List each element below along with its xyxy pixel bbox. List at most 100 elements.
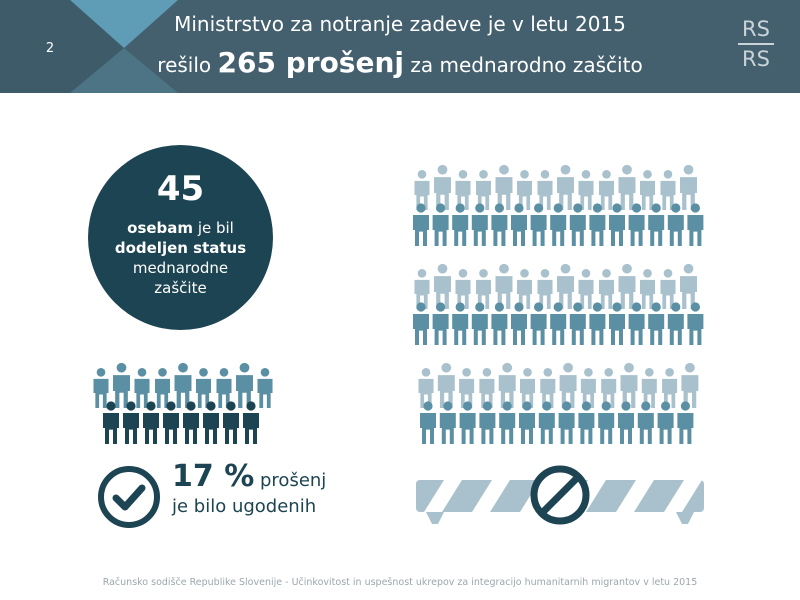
person-icon [589, 302, 606, 345]
person-icon [628, 302, 645, 345]
person-icon [681, 362, 699, 408]
person-icon [516, 268, 533, 309]
logo-bottom: RS [742, 47, 770, 71]
person-icon [559, 362, 577, 408]
person-icon [667, 302, 684, 345]
status-granted-text: osebam je bil dodeljen status mednarodne… [88, 218, 273, 298]
person-icon [414, 268, 430, 309]
prohibited-icon [530, 465, 590, 525]
person-icon [639, 268, 656, 309]
person-icon [163, 401, 179, 444]
person-icon [243, 401, 259, 444]
header-decoration [0, 0, 178, 93]
person-icon [609, 203, 625, 246]
person-icon [628, 203, 645, 246]
person-icon [657, 401, 674, 444]
person-icon [530, 302, 547, 345]
person-icon [620, 362, 638, 408]
approved-label: prošenj [260, 470, 327, 491]
person-icon [601, 367, 617, 408]
person-icon [609, 302, 625, 345]
person-icon [455, 268, 471, 309]
person-icon [569, 203, 586, 246]
approved-line2: je bilo ugodenih [172, 496, 317, 517]
person-icon [414, 169, 430, 210]
person-icon [93, 367, 109, 408]
title-suffix: za mednarodno zaščito [410, 53, 643, 77]
person-icon [511, 302, 527, 345]
person-icon [471, 203, 488, 246]
person-icon [257, 367, 273, 408]
person-icon [540, 367, 556, 408]
person-icon [113, 362, 130, 408]
person-icon [183, 401, 199, 444]
header-bar: 2 Ministrstvo za notranje zadeve je v le… [0, 0, 800, 93]
person-icon [637, 401, 654, 444]
person-icon [648, 203, 665, 246]
person-icon [537, 268, 553, 309]
person-icon [550, 203, 567, 246]
logo-divider [738, 43, 774, 45]
person-icon [236, 362, 253, 408]
person-icon [578, 169, 594, 210]
person-icon [578, 401, 595, 444]
person-icon [519, 367, 536, 408]
person-icon [639, 169, 656, 210]
person-icon [491, 302, 508, 345]
person-icon [618, 263, 636, 309]
slide-title-line2: rešilo 265 prošenj za mednarodno zaščito [140, 46, 660, 79]
person-icon [530, 203, 547, 246]
logo-top: RS [742, 17, 770, 41]
person-icon [495, 164, 513, 210]
person-icon [479, 367, 495, 408]
person-icon [680, 263, 697, 309]
person-icon [420, 401, 436, 444]
person-icon [432, 203, 449, 246]
person-icon [598, 169, 615, 210]
person-icon [598, 268, 615, 309]
status-granted-number: 45 [156, 169, 205, 209]
person-icon [479, 401, 496, 444]
slide-title-line1: Ministrstvo za notranje zadeve je v letu… [174, 12, 626, 36]
person-icon [432, 302, 449, 345]
person-icon [459, 401, 476, 444]
person-icon [660, 268, 676, 309]
status-granted-circle: 45 osebam je bil dodeljen status mednaro… [88, 145, 273, 330]
person-icon [538, 401, 555, 444]
person-icon [648, 302, 665, 345]
person-icon [143, 401, 159, 444]
person-icon [589, 203, 606, 246]
person-icon [618, 164, 636, 210]
person-icon [455, 169, 471, 210]
person-icon [413, 302, 429, 345]
person-icon [434, 164, 451, 210]
person-icon [667, 203, 684, 246]
checkmark-icon [98, 466, 160, 528]
person-icon [557, 263, 574, 309]
person-icon [687, 203, 704, 246]
status-line2-bold: dodeljen status [114, 239, 247, 257]
person-icon [459, 367, 475, 408]
person-icon [618, 401, 634, 444]
person-icon [511, 203, 527, 246]
person-icon [452, 203, 469, 246]
person-icon [519, 401, 535, 444]
person-icon [491, 203, 508, 246]
status-line1-rest: je bil [197, 219, 234, 237]
person-icon [662, 367, 678, 408]
status-line4: zaščite [154, 279, 207, 297]
person-icon [578, 268, 594, 309]
person-icon [557, 164, 574, 210]
person-icon [660, 169, 676, 210]
people-group-row-3 [418, 362, 699, 444]
person-icon [437, 362, 455, 408]
page-number: 2 [45, 41, 55, 56]
person-icon [471, 302, 488, 345]
rs-logo: RS RS [736, 17, 776, 71]
person-icon [499, 401, 516, 444]
person-icon [195, 367, 212, 408]
person-icon [174, 362, 192, 408]
person-icon [680, 164, 697, 210]
person-icon [434, 263, 451, 309]
person-icon [134, 367, 150, 408]
